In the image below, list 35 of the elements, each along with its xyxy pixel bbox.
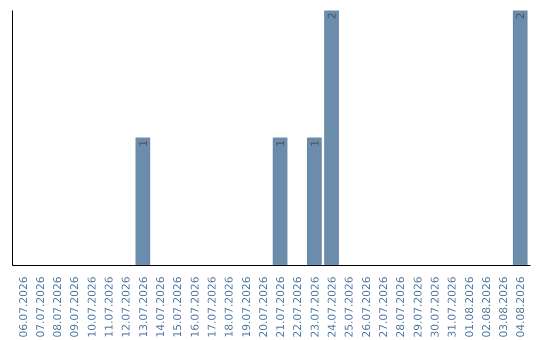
data-label: 2 xyxy=(326,12,339,20)
x-tick-label: 19.07.2026 xyxy=(240,276,253,338)
x-tick-label: 02.08.2026 xyxy=(480,276,493,338)
x-tick-label: 11.07.2026 xyxy=(102,276,116,338)
x-tick-label: 13.07.2026 xyxy=(136,276,150,338)
data-label: 1 xyxy=(136,140,150,147)
data-label: 2 xyxy=(514,12,528,20)
x-tick-label: 22.07.2026 xyxy=(291,276,304,338)
x-tick-label: 27.07.2026 xyxy=(376,276,390,338)
x-tick-label: 30.07.2026 xyxy=(428,276,442,338)
x-tick-label: 06.07.2026 xyxy=(16,276,30,338)
x-tick-label: 08.07.2026 xyxy=(51,276,64,338)
x-tick-label: 15.07.2026 xyxy=(171,276,184,338)
x-tick-label: 10.07.2026 xyxy=(85,276,98,338)
x-tick-label: 25.07.2026 xyxy=(342,276,356,338)
x-tick-label: 29.07.2026 xyxy=(411,276,424,338)
x-tick-label: 17.07.2026 xyxy=(205,276,218,338)
x-tick-label: 26.07.2026 xyxy=(360,276,373,338)
x-tick-label: 09.07.2026 xyxy=(68,276,82,338)
x-tick-label: 14.07.2026 xyxy=(154,276,168,338)
x-tick-label: 03.08.2026 xyxy=(497,276,510,338)
x-tick-label: 18.07.2026 xyxy=(222,276,236,338)
x-tick-label: 28.07.2026 xyxy=(394,276,408,338)
x-tick-label: 04.08.2026 xyxy=(514,276,528,338)
data-label: 1 xyxy=(308,140,322,147)
x-tick-label: 31.07.2026 xyxy=(446,276,459,338)
x-tick-label: 01.08.2026 xyxy=(462,276,476,338)
x-tick-label: 16.07.2026 xyxy=(188,276,202,338)
x-tick-label: 23.07.2026 xyxy=(308,276,322,338)
x-tick-label: 24.07.2026 xyxy=(326,276,339,338)
x-tick-label: 12.07.2026 xyxy=(120,276,133,338)
x-tick-label: 21.07.2026 xyxy=(274,276,288,338)
data-label: 1 xyxy=(274,140,288,147)
x-tick-label: 07.07.2026 xyxy=(34,276,47,338)
x-tick-label: 20.07.2026 xyxy=(256,276,270,338)
